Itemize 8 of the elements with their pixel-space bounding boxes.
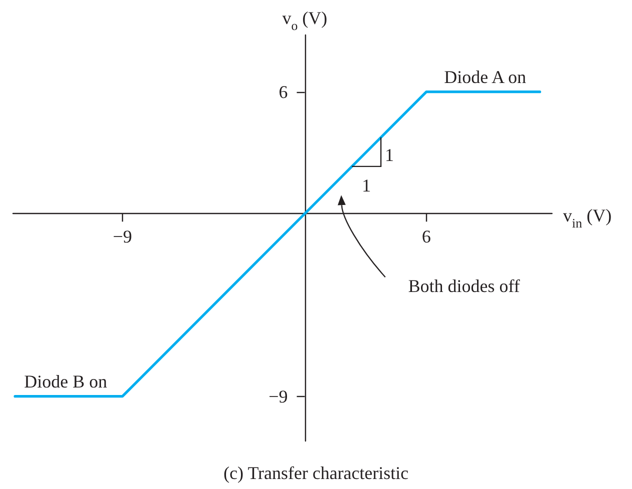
annotation: Both diodes off [408,276,520,296]
annotation: Diode B on [24,371,108,392]
text: (c) Transfer characteristic [224,463,408,483]
annotation: 1 [362,175,371,196]
annotation: Diode A on [444,66,526,87]
annotation: 1 [384,144,394,165]
y-axis-title: v$_{o}$ (V) [282,8,328,33]
x-axis-title: v$_{in}$ (V) [563,206,612,231]
